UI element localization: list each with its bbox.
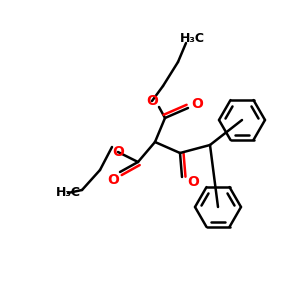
Text: H₃C: H₃C [56,187,80,200]
Text: O: O [107,173,119,187]
Text: H₃C: H₃C [179,32,205,44]
Text: O: O [187,175,199,189]
Text: O: O [146,94,158,108]
Text: O: O [191,97,203,111]
Text: O: O [112,145,124,159]
